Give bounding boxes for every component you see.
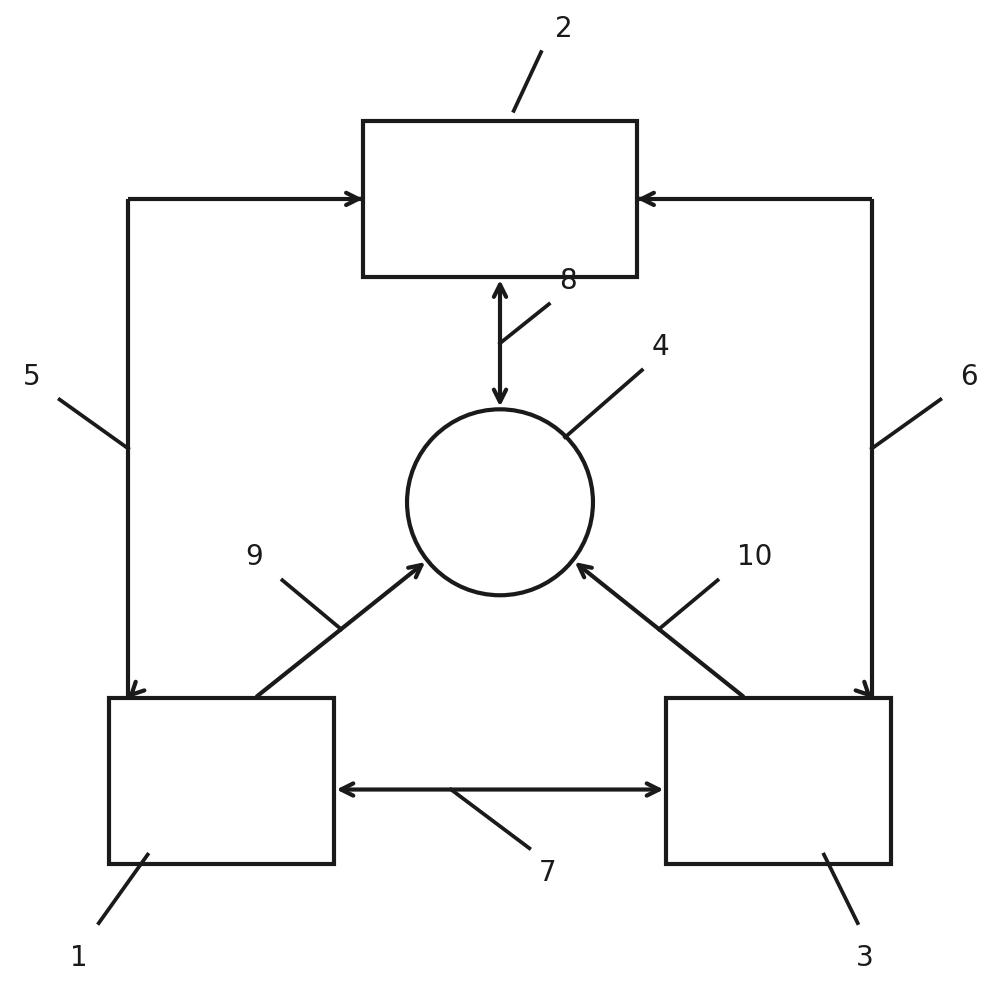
- Text: 9: 9: [245, 543, 263, 571]
- Text: 5: 5: [22, 363, 40, 390]
- Text: 10: 10: [737, 543, 773, 571]
- Text: 4: 4: [652, 333, 669, 361]
- Bar: [363, 121, 637, 278]
- Text: 8: 8: [559, 267, 576, 295]
- Bar: [109, 698, 334, 865]
- Text: 3: 3: [856, 943, 873, 970]
- Text: 7: 7: [539, 858, 557, 886]
- Text: 1: 1: [70, 943, 88, 970]
- Text: 6: 6: [960, 363, 978, 390]
- Circle shape: [407, 410, 593, 596]
- Text: 2: 2: [555, 16, 572, 43]
- Bar: [666, 698, 891, 865]
